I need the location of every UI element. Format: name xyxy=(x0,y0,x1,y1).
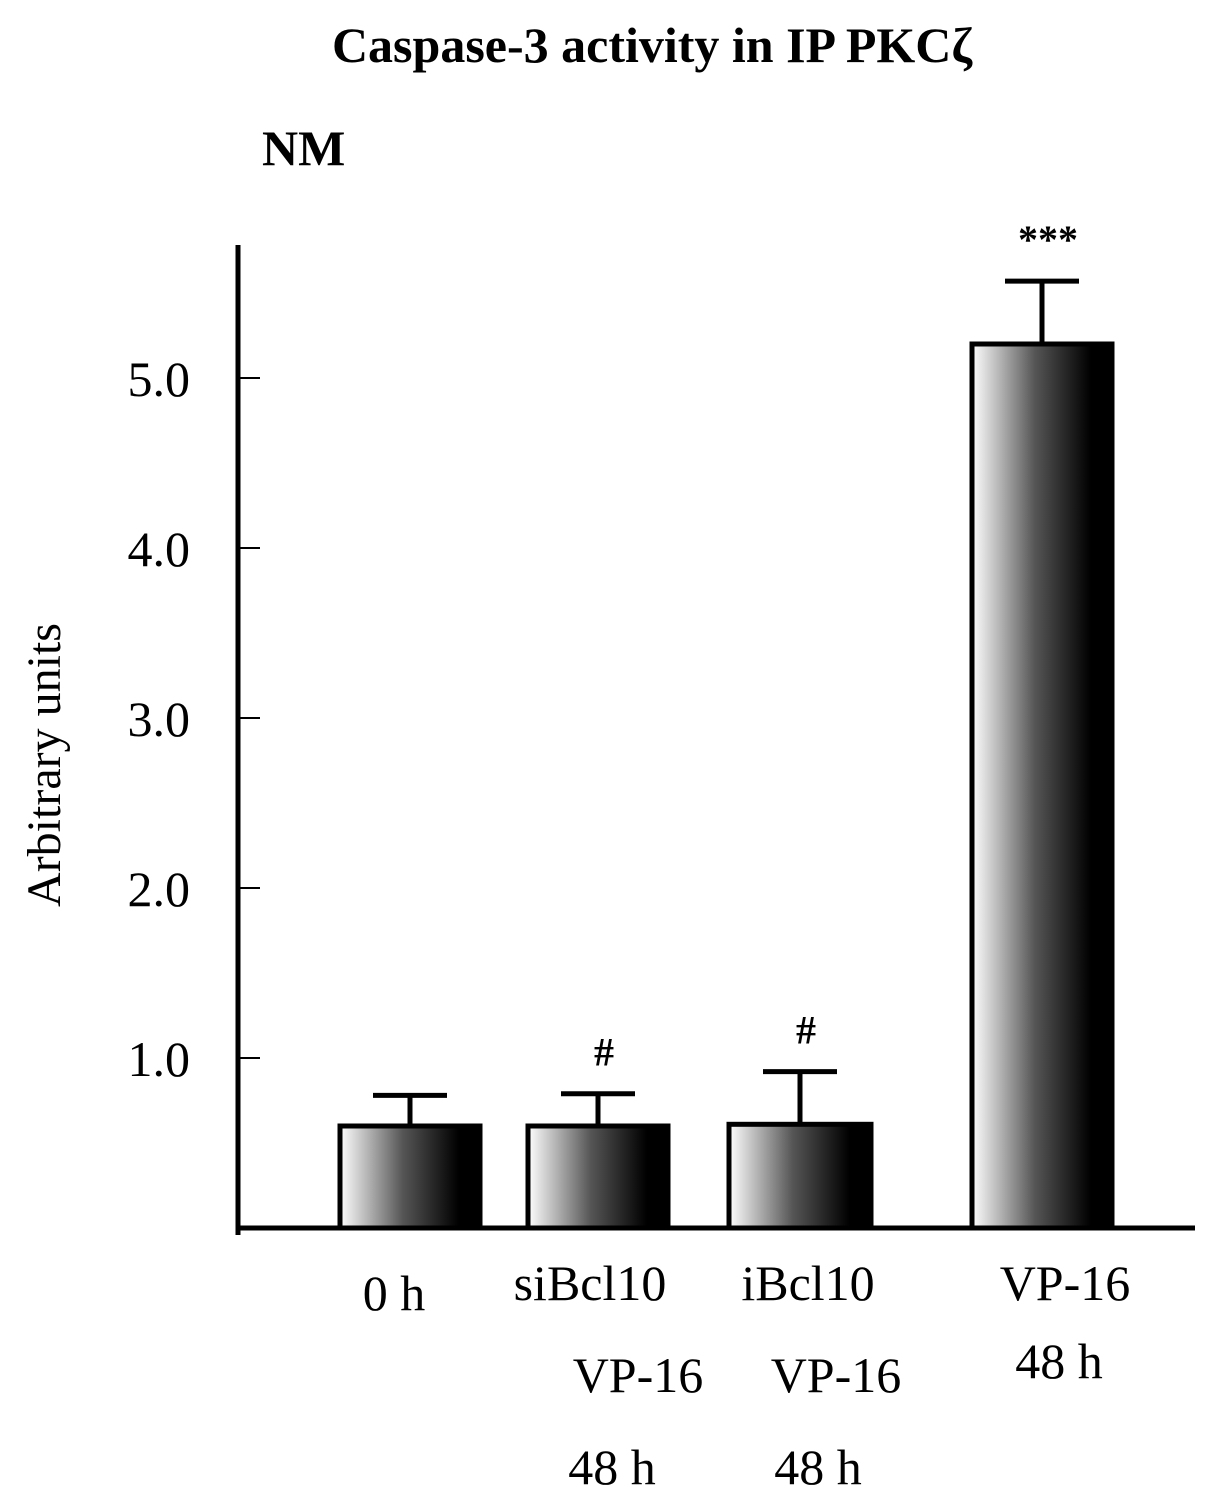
category-label: VP-16 xyxy=(771,1347,902,1403)
category-label: siBcl10 xyxy=(514,1255,667,1311)
bar xyxy=(969,341,1115,1231)
bar xyxy=(726,1121,874,1231)
y-tick-label: 3.0 xyxy=(128,691,191,747)
category-label: 48 h xyxy=(1015,1333,1103,1389)
y-tick-label: 1.0 xyxy=(128,1031,191,1087)
category-label: VP-16 xyxy=(1000,1255,1131,1311)
y-tick-label: 4.0 xyxy=(128,521,191,577)
panel-label: NM xyxy=(262,120,345,176)
y-tick-label: 2.0 xyxy=(128,861,191,917)
category-label: VP-16 xyxy=(573,1347,704,1403)
y-axis-label: Arbitrary units xyxy=(18,623,71,907)
category-label: 48 h xyxy=(568,1439,656,1494)
bar xyxy=(525,1123,671,1231)
chart-title: Caspase-3 activity in IP PKCζ xyxy=(332,17,973,73)
significance-marker: *** xyxy=(1018,217,1078,262)
bar xyxy=(337,1123,483,1231)
category-label: 0 h xyxy=(363,1265,426,1321)
significance-marker: # xyxy=(594,1030,614,1075)
category-label: iBcl10 xyxy=(741,1255,874,1311)
category-label: 48 h xyxy=(774,1439,862,1494)
y-tick-label: 5.0 xyxy=(128,351,191,407)
significance-marker: # xyxy=(796,1008,816,1053)
